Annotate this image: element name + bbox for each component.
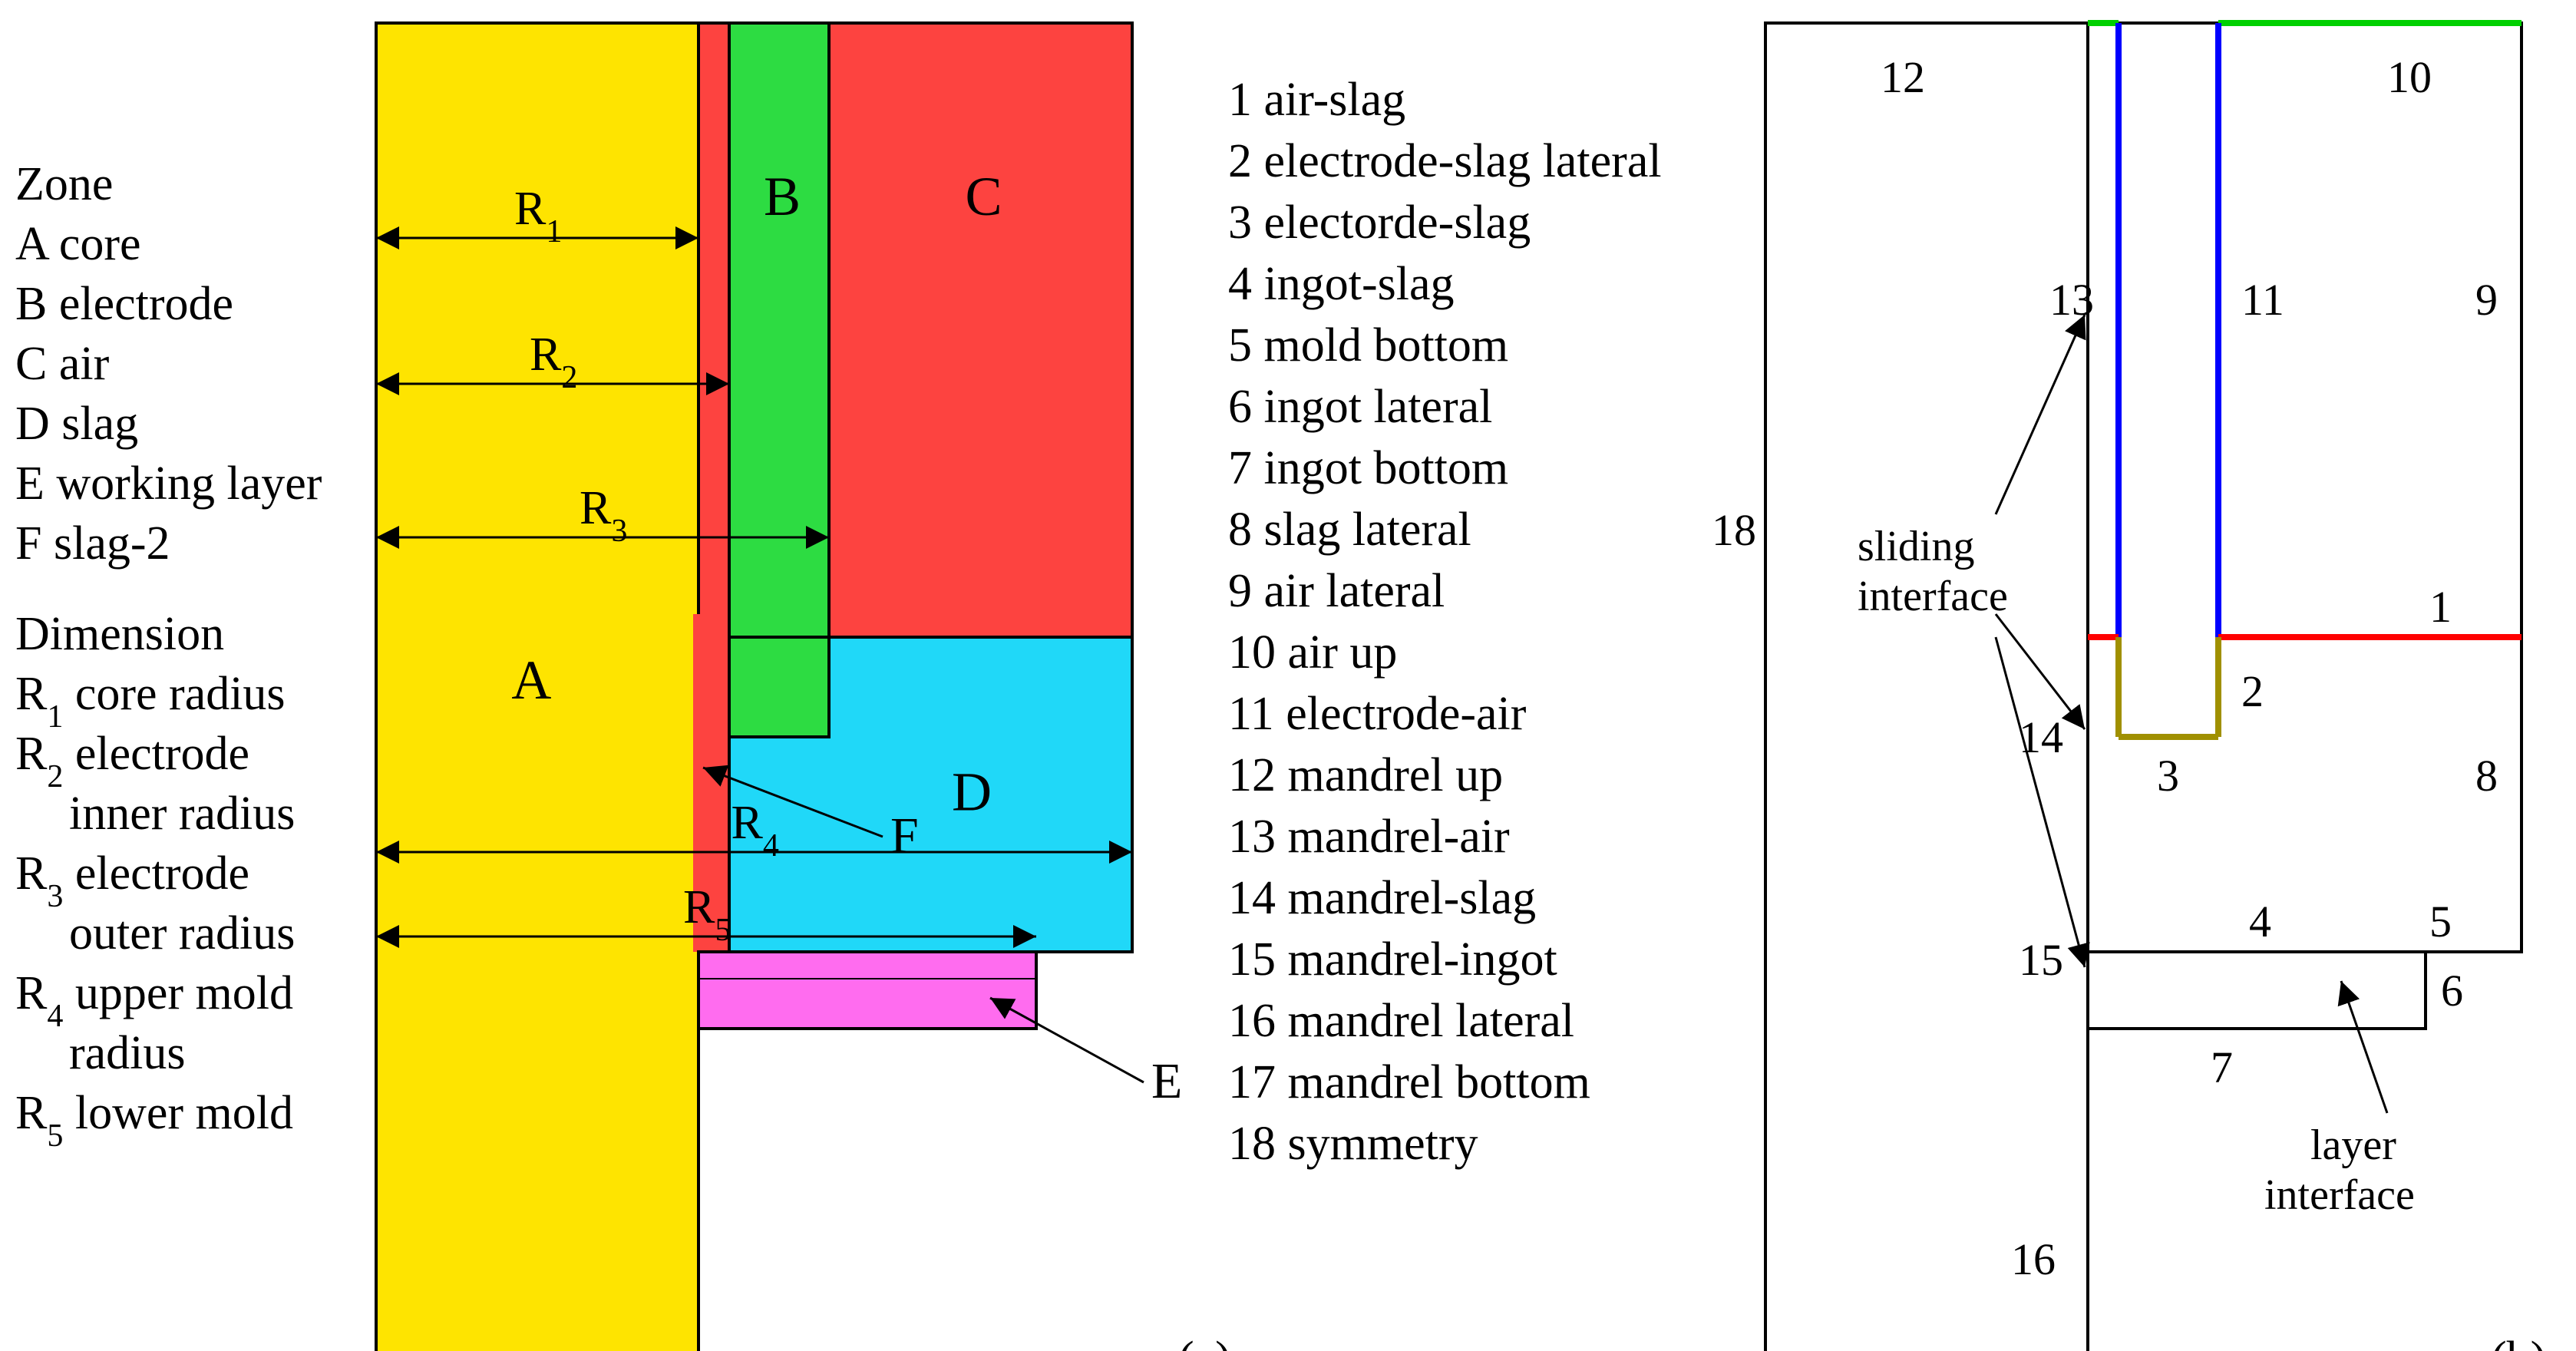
zone-letter-f: F [890,808,919,864]
boundary-item-13: 13 mandrel-air [1228,811,1510,863]
dim-item-1: R1 core radius [15,668,286,735]
boundary-item-8: 8 slag lateral [1228,504,1471,556]
b-num-7: 7 [2211,1042,2233,1092]
b-num-6: 6 [2441,966,2463,1016]
boundary-item-1: 1 air-slag [1228,74,1405,126]
dim-item-2-cont: inner radius [69,788,295,840]
boundary-item-3: 3 electorde-slag [1228,197,1531,249]
zone-item-c: C air [15,338,110,390]
boundary-item-4: 4 ingot-slag [1228,258,1454,310]
b-num-9: 9 [2475,275,2498,325]
boundary-item-14: 14 mandrel-slag [1228,872,1536,924]
zone-e-working [698,952,1036,1029]
zones-title: Zone [15,158,113,210]
zone-item-e: E working layer [15,457,322,510]
boundary-item-10: 10 air up [1228,626,1397,679]
b-num-10: 10 [2387,52,2432,102]
b-sliding-1: sliding [1858,523,1974,570]
boundary-item-9: 9 air lateral [1228,565,1445,617]
dim-item-2: R2 electrode [15,728,249,794]
boundary-item-11: 11 electrode-air [1228,688,1527,740]
zone-letter-b: B [764,166,801,227]
dimensions-title: Dimension [15,608,224,660]
panel-label-b: (b) [2491,1333,2546,1351]
boundary-item-18: 18 symmetry [1228,1118,1478,1170]
b-sliding-2: interface [1858,573,2008,620]
zone-c-air [829,23,1132,637]
boundary-item-16: 16 mandrel lateral [1228,995,1574,1047]
b-num-18: 18 [1712,505,1756,555]
b-layer-2: interface [2264,1171,2415,1219]
zone-letter-c: C [966,166,1002,227]
b-num-5: 5 [2429,897,2452,946]
dim-item-3-cont: outer radius [69,907,295,960]
dim-item-3: R3 electrode [15,847,249,914]
zone-letter-e: E [1151,1053,1182,1109]
b-num-1: 1 [2429,582,2452,632]
zone-letter-a: A [511,649,551,711]
b-layer-1: layer [2310,1121,2396,1169]
boundary-item-7: 7 ingot bottom [1228,442,1508,494]
zone-item-d: D slag [15,398,138,450]
b-lead-layer [2341,981,2387,1113]
boundary-item-17: 17 mandrel bottom [1228,1056,1590,1108]
b-lead-15 [1996,637,2085,967]
b-num-3: 3 [2157,751,2179,801]
boundary-item-5: 5 mold bottom [1228,319,1508,372]
zone-b-electrode [729,23,829,737]
dim-item-4-cont: radius [69,1027,186,1079]
zone-b-electrode-dip [729,637,829,737]
b-num-4: 4 [2249,897,2271,946]
b-num-11: 11 [2241,275,2284,325]
b-lead-13 [1996,315,2085,514]
boundary-item-15: 15 mandrel-ingot [1228,933,1557,986]
zone-item-a: A core [15,218,141,270]
dim-item-5: R5 lower mold [15,1087,293,1154]
boundary-item-12: 12 mandrel up [1228,749,1503,801]
dim-item-4: R4 upper mold [15,967,293,1034]
b-num-8: 8 [2475,751,2498,801]
b-working-outline [2088,952,2426,1029]
zone-item-f: F slag-2 [15,517,170,570]
zone-letter-d: D [952,761,992,823]
boundary-item-6: 6 ingot lateral [1228,381,1492,433]
b-mandrel-outline [1765,23,2088,1351]
b-num-15: 15 [2019,935,2063,985]
b-num-12: 12 [1881,52,1925,102]
b-num-13: 13 [2049,275,2094,325]
b-num-16: 16 [2011,1234,2056,1284]
b-num-2: 2 [2241,666,2264,716]
zone-item-b: B electrode [15,278,233,330]
panel-label-a: (a) [1178,1333,1231,1351]
b-num-14: 14 [2019,712,2063,762]
b-outer-outline [2088,23,2522,952]
boundary-item-2: 2 electrode-slag lateral [1228,135,1662,187]
leader-e [990,998,1144,1082]
